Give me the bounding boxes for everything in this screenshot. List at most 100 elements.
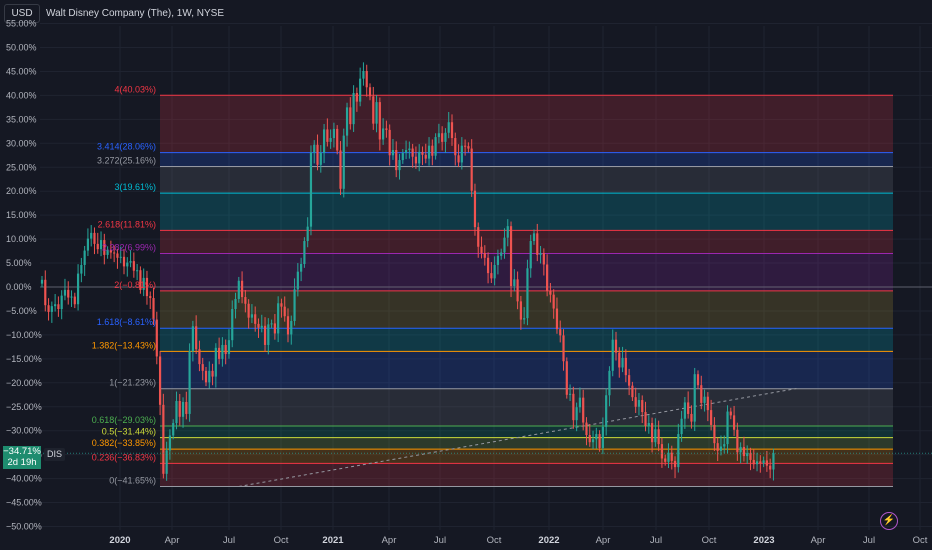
candles bbox=[40, 62, 932, 481]
fib-level-label: 1.382(−13.43%) bbox=[92, 340, 156, 350]
candle-body bbox=[473, 190, 477, 228]
x-tick-label: Jul bbox=[863, 535, 875, 546]
candle-body bbox=[362, 70, 365, 79]
candle-body bbox=[493, 264, 496, 279]
candle-body bbox=[529, 241, 532, 269]
lightning-icon[interactable]: ⚡ bbox=[880, 512, 898, 530]
candle-body bbox=[729, 411, 732, 416]
candle-body bbox=[608, 370, 611, 396]
fib-band bbox=[160, 230, 893, 254]
candle-body bbox=[93, 232, 96, 244]
candle-body bbox=[647, 423, 650, 426]
candle-body bbox=[496, 255, 500, 265]
y-tick-label: 10.00% bbox=[6, 234, 37, 244]
candle-body bbox=[142, 277, 145, 290]
candle-body bbox=[70, 296, 73, 298]
candle-body bbox=[450, 122, 454, 139]
fib-level-label: 4(40.03%) bbox=[114, 84, 156, 94]
candle-body bbox=[211, 370, 214, 377]
candle-body bbox=[568, 393, 572, 395]
candle-body bbox=[80, 264, 83, 274]
candle-body bbox=[165, 450, 168, 474]
candle-body bbox=[736, 429, 739, 453]
candle-body bbox=[641, 400, 644, 413]
candle-body bbox=[214, 347, 217, 377]
x-tick-label: Apr bbox=[382, 535, 397, 546]
candle-body bbox=[664, 458, 667, 462]
y-tick-label: 35.00% bbox=[6, 114, 37, 124]
candle-body bbox=[267, 324, 270, 345]
candle-body bbox=[195, 326, 198, 350]
candle-body bbox=[467, 146, 470, 149]
x-tick-label: Oct bbox=[487, 535, 502, 546]
candle-body bbox=[398, 160, 401, 171]
candle-body bbox=[657, 429, 660, 445]
y-tick-label: −25.00% bbox=[6, 402, 42, 412]
candle-body bbox=[388, 129, 391, 156]
candle-body bbox=[372, 96, 375, 124]
fib-band bbox=[160, 449, 893, 464]
candle-body bbox=[742, 446, 746, 457]
fib-band bbox=[160, 152, 893, 167]
fib-level-label: 0(−41.65%) bbox=[109, 476, 156, 486]
fib-level-label: 3(19.61%) bbox=[114, 182, 156, 192]
y-tick-label: 15.00% bbox=[6, 210, 37, 220]
currency-button[interactable]: USD bbox=[4, 4, 40, 23]
trend-line[interactable] bbox=[238, 388, 797, 487]
candle-body bbox=[290, 321, 293, 335]
y-tick-label: 20.00% bbox=[6, 186, 37, 196]
candle-body bbox=[198, 349, 201, 365]
candle-body bbox=[765, 460, 768, 466]
candle-body bbox=[464, 145, 467, 147]
candle-body bbox=[713, 424, 716, 444]
candle-body bbox=[122, 256, 126, 267]
candle-body bbox=[447, 122, 450, 133]
candle-body bbox=[191, 326, 194, 352]
candle-body bbox=[145, 277, 149, 297]
fib-level-label: 3.272(25.16%) bbox=[97, 155, 156, 165]
candle-body bbox=[247, 303, 250, 318]
y-tick-label: −40.00% bbox=[6, 474, 42, 484]
ticker-label: DIS bbox=[44, 448, 66, 461]
candle-body bbox=[536, 233, 539, 255]
candle-body bbox=[359, 78, 362, 102]
candle-body bbox=[270, 323, 273, 325]
candle-body bbox=[365, 70, 368, 88]
candle-body bbox=[582, 397, 585, 423]
y-tick-label: 25.00% bbox=[6, 162, 37, 172]
candle-body bbox=[168, 435, 172, 451]
y-tick-label: 45.00% bbox=[6, 66, 37, 76]
y-tick-label: 5.00% bbox=[6, 258, 32, 268]
x-tick-label: Apr bbox=[596, 535, 611, 546]
candle-body bbox=[240, 280, 244, 298]
candle-body bbox=[175, 401, 178, 424]
y-tick-label: −45.00% bbox=[6, 498, 42, 508]
candle-body bbox=[559, 329, 562, 336]
y-tick-label: 50.00% bbox=[6, 43, 37, 53]
candle-body bbox=[99, 240, 103, 250]
candle-body bbox=[739, 446, 742, 453]
fib-band bbox=[160, 388, 893, 427]
candle-body bbox=[273, 323, 276, 334]
candle-body bbox=[414, 156, 418, 164]
x-axis[interactable]: 2020 Apr Jul Oct 2021 Apr Jul Oct 2022 Apr Jul Oct 2… bbox=[109, 535, 927, 546]
candle-body bbox=[319, 152, 322, 165]
candle-body bbox=[263, 325, 267, 345]
candle-body bbox=[411, 148, 414, 157]
candle-body bbox=[227, 340, 231, 355]
candle-body bbox=[221, 344, 224, 359]
fib-level-label: 1.618(−8.61%) bbox=[97, 317, 156, 327]
candle-body bbox=[769, 465, 772, 470]
candle-body bbox=[395, 150, 398, 171]
y-axis[interactable]: 55.00% 50.00% 45.00% 40.00% 35.00% 30.00% 25.0… bbox=[6, 19, 42, 532]
candle-body bbox=[201, 364, 204, 371]
y-tick-label: −30.00% bbox=[6, 426, 42, 436]
candle-body bbox=[585, 422, 588, 436]
candle-body bbox=[185, 401, 188, 414]
candle-body bbox=[73, 296, 76, 305]
y-tick-label: 0.00% bbox=[6, 282, 32, 292]
candle-body bbox=[286, 316, 290, 335]
fib-level-labels: 4(40.03%) 3.414(28.06%) 3.272(25.16%) 3(19.… bbox=[92, 84, 156, 485]
candle-body bbox=[336, 128, 339, 151]
